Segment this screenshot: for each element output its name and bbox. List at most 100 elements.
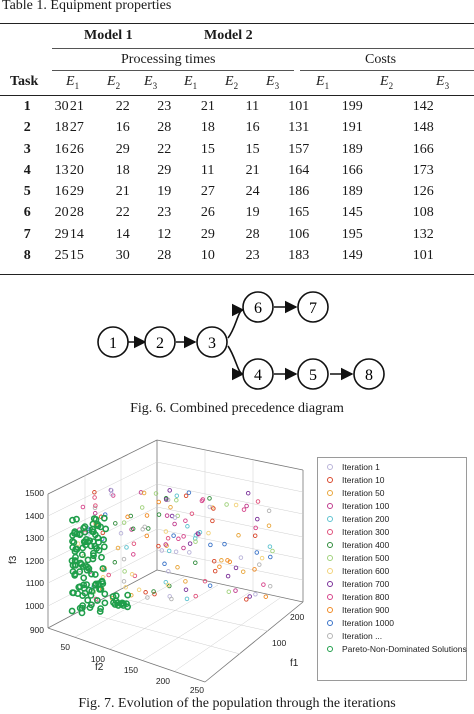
scatter-point (252, 533, 258, 538)
scatter-point (202, 578, 208, 584)
scatter-point (207, 583, 213, 588)
x-tick-label: 250 (190, 685, 204, 695)
legend-label: Iteration 300 (342, 527, 390, 537)
pareto-point (84, 596, 92, 604)
legend-label: Iteration 500 (342, 553, 390, 563)
value-cell: 22 (115, 99, 130, 114)
value-cell: 18 (200, 120, 215, 136)
pareto-point (100, 536, 107, 544)
scatter-point (122, 569, 127, 574)
pareto-point (90, 528, 97, 536)
pareto-point (109, 593, 117, 600)
legend-item: Iteration 300 (318, 526, 466, 539)
legend-marker-icon (327, 464, 333, 470)
z-tick-label: 1200 (25, 556, 44, 566)
pareto-point (92, 580, 100, 588)
legend-label: Iteration 200 (342, 514, 390, 524)
pareto-point (100, 543, 108, 551)
scatter-point (112, 560, 118, 565)
scatter-point (233, 502, 239, 508)
costs-divider (300, 70, 474, 71)
pareto-point (73, 545, 80, 553)
scatter-point (109, 488, 114, 493)
scatter-point (257, 562, 262, 567)
scatter-point (255, 499, 261, 504)
task-cell: 8 (23, 247, 31, 263)
value-cell: 22 (115, 205, 130, 221)
legend-item: Iteration 500 (318, 552, 466, 565)
pareto-point (86, 604, 94, 611)
scatter-point (263, 594, 269, 599)
header-divider (52, 48, 474, 49)
scatter-point (266, 523, 272, 528)
legend-marker-icon (327, 568, 333, 574)
pareto-point (79, 602, 86, 609)
pareto-point (98, 577, 106, 585)
node-7 (297, 291, 329, 323)
scatter-point (159, 548, 165, 553)
scatter-point (164, 513, 170, 518)
task-cell: 7 (23, 226, 31, 242)
legend-marker-icon (327, 477, 333, 483)
y-axis-label: f1 (290, 658, 299, 669)
scatter-point (166, 548, 172, 554)
task-cell: 2 (23, 120, 31, 136)
task-cell: 6 (23, 205, 31, 221)
legend-marker-icon (327, 581, 333, 587)
scatter-point (210, 518, 215, 524)
scatter-point (163, 542, 168, 547)
value-cell: 14 (69, 226, 84, 242)
pareto-point (82, 562, 90, 569)
scatter-point (167, 488, 172, 493)
pareto-point (87, 542, 95, 550)
legend-item: Pareto-Non-Dominated Solutions (318, 643, 467, 656)
value-cell: 173 (412, 162, 434, 178)
value-cell: 29 (54, 226, 69, 242)
scatter-point (162, 561, 167, 567)
edge-3-4 (227, 345, 245, 381)
x-tick-label: 50 (61, 642, 71, 652)
value-cell: 145 (341, 205, 363, 221)
value-cell: 149 (341, 247, 363, 263)
table-row: 3 16 26 29 22 15 15 157 189 166 (0, 139, 474, 160)
pareto-point (91, 542, 99, 550)
scatter-point (156, 543, 161, 549)
pareto-point (84, 556, 92, 564)
scatter-point (254, 550, 260, 555)
value-cell: 23 (157, 99, 172, 114)
scatter-point (175, 565, 180, 570)
value-cell: 21 (69, 99, 84, 114)
value-cell: 131 (288, 120, 310, 136)
table-bottom-rule (0, 274, 474, 276)
value-cell: 108 (412, 205, 434, 221)
value-cell: 26 (200, 205, 215, 221)
legend-item: Iteration 200 (318, 513, 466, 526)
scatter-point (267, 583, 273, 589)
pareto-point (101, 599, 109, 607)
scatter-point (92, 505, 98, 511)
pareto-point (112, 592, 120, 600)
pareto-point (70, 589, 77, 597)
pareto-point (92, 516, 100, 523)
pareto-point (80, 581, 88, 589)
scatter-point (255, 516, 260, 522)
node-label-7: 7 (309, 300, 317, 317)
scatter-point (219, 558, 224, 563)
scatter-point (210, 505, 215, 510)
legend-label: Iteration 10 (342, 475, 385, 485)
header-bottom-rule (0, 95, 474, 97)
task-cell: 1 (23, 99, 31, 114)
value-cell: 25 (54, 247, 69, 263)
x-tick-label: 150 (124, 665, 138, 675)
task-cell: 3 (23, 141, 31, 157)
scatter-point (81, 553, 87, 559)
column-header: E2 (107, 74, 121, 91)
scatter-point (187, 541, 193, 546)
column-header: E1 (316, 74, 330, 91)
scatter-point (144, 513, 150, 518)
value-cell: 157 (288, 141, 310, 157)
scatter-point (124, 545, 129, 550)
scatter-point (226, 589, 232, 594)
legend-label: Iteration 700 (342, 579, 390, 589)
table-row: 7 29 14 14 12 29 28 106 195 132 (0, 224, 474, 245)
